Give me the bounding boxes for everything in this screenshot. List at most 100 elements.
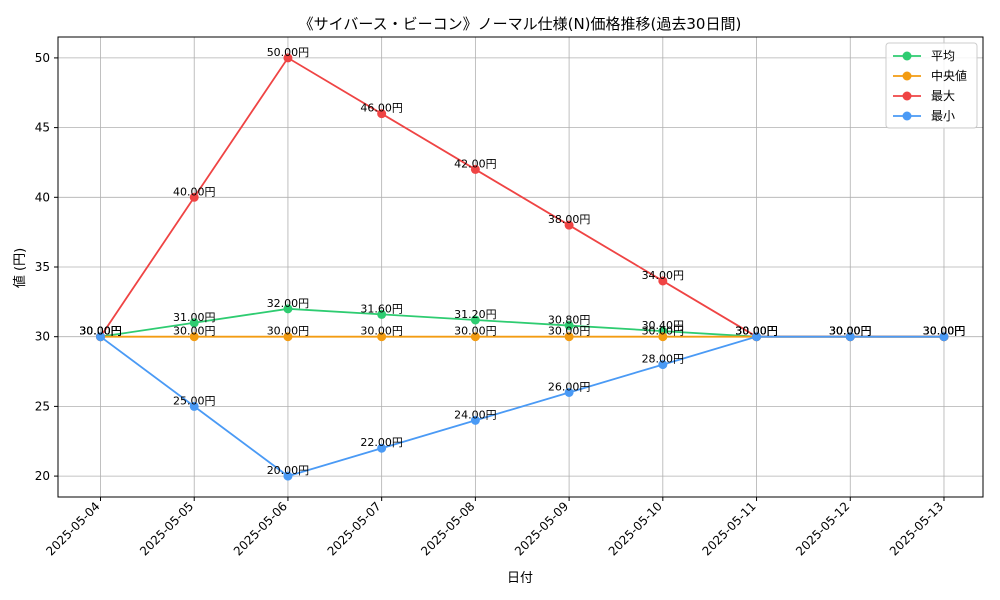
data-point [470,415,480,425]
data-point [283,304,293,314]
data-label: 30.00円 [735,325,778,338]
data-label: 38.00円 [548,213,591,226]
data-label: 50.00円 [267,46,310,59]
legend-marker [902,111,912,121]
x-tick-label: 2025-05-11 [699,499,758,558]
data-label: 40.00円 [173,185,216,198]
data-label: 30.00円 [923,325,966,338]
y-tick-label: 45 [35,121,50,135]
x-axis: 2025-05-04 2025-05-05 2025-05-06 2025-05-07… [43,497,946,558]
data-label: 30.00円 [267,325,310,338]
series-line [100,307,944,338]
data-label: 30.00円 [548,325,591,338]
data-label: 31.60円 [360,302,403,315]
y-tick-label: 30 [35,330,50,344]
x-tick-label: 2025-05-06 [231,499,290,558]
grid-lines [58,37,983,497]
x-tick-label: 2025-05-09 [512,499,571,558]
data-point [96,332,105,342]
data-label: 22.00円 [360,436,403,449]
legend-label: 最大 [931,89,955,103]
data-label: 34.00円 [642,269,685,282]
legend-marker [902,71,912,81]
x-tick-label: 2025-05-10 [606,499,665,558]
y-tick-label: 25 [35,399,50,413]
data-label: 24.00円 [454,408,497,421]
legend-box [885,42,978,129]
data-point [470,315,480,325]
x-tick-label: 2025-05-08 [418,499,477,558]
data-point [470,164,480,174]
x-tick-label: 2025-05-13 [887,499,946,558]
data-label: 32.00円 [267,297,310,310]
data-label: 31.20円 [454,308,497,321]
x-tick-label: 2025-05-07 [325,499,384,558]
data-point [377,443,387,453]
data-label: 30.00円 [735,325,778,338]
data-label: 30.00円 [829,325,872,338]
data-point [564,220,574,230]
y-tick-label: 35 [35,260,50,274]
data-label: 30.80円 [548,314,591,327]
data-label: 20.00円 [267,464,310,477]
data-point [658,332,668,342]
data-label: 42.00円 [454,157,497,170]
data-label: 26.00円 [548,380,591,393]
data-label: 30.00円 [173,325,216,338]
legend-label: 中央値 [931,68,967,83]
data-point [377,309,387,319]
data-label: 30.00円 [454,325,497,338]
y-axis: 20 25 30 35 40 45 50 [35,51,58,483]
data-point [658,360,668,370]
data-point [189,318,199,328]
data-point [939,332,949,342]
data-label: 30.00円 [79,325,122,338]
data-label: 30.00円 [829,325,872,338]
data-point [283,332,293,342]
data-label: 25.00円 [173,394,216,407]
data-label: 46.00円 [360,102,403,115]
series-layer [96,53,949,481]
data-label: 28.00円 [642,353,685,366]
data-point [377,109,387,119]
legend-label: 平均 [931,49,955,63]
data-label: 30.00円 [829,325,872,338]
data-label: 30.00円 [79,325,122,338]
data-point [564,332,574,342]
data-label: 30.00円 [735,325,778,338]
data-point [845,332,855,342]
data-label: 30.00円 [923,325,966,338]
data-point [189,192,199,202]
y-tick-label: 20 [35,469,50,483]
data-label: 30.00円 [642,325,685,338]
data-label: 30.00円 [923,325,966,338]
y-tick-label: 40 [35,190,50,204]
data-point [564,321,574,331]
data-point [658,276,668,286]
data-label: 30.00円 [829,325,872,338]
legend-label: 最小 [931,109,955,123]
data-label: 31.00円 [173,311,216,324]
data-label: 30.00円 [735,325,778,338]
data-point [283,53,293,63]
data-point [752,332,762,342]
y-axis-label: 値 (円) [12,248,28,288]
data-point [189,401,199,411]
data-point [377,332,387,342]
data-label: 30.00円 [79,325,122,338]
data-point [283,471,293,481]
x-tick-label: 2025-05-12 [793,499,852,558]
data-label: 30.00円 [79,325,122,338]
data-label: 30.40円 [642,319,685,332]
data-point [189,332,199,342]
data-label: 30.00円 [360,325,403,338]
x-tick-label: 2025-05-04 [43,499,102,558]
data-label: 30.00円 [923,325,966,338]
chart-title: 《サイバース・ビーコン》ノーマル仕様(N)価格推移(過去30日間) [299,15,742,33]
x-axis-label: 日付 [507,571,533,586]
data-point [470,332,480,342]
y-tick-label: 50 [35,51,50,65]
